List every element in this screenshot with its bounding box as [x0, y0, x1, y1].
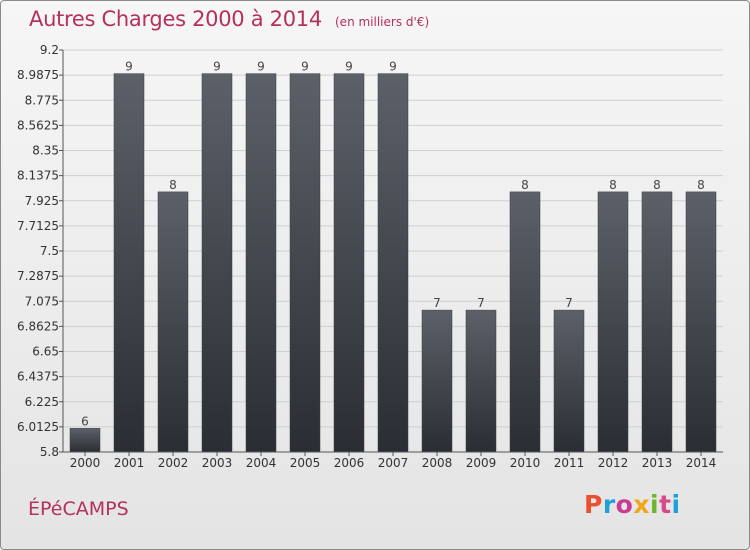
bar-2001 [113, 73, 145, 453]
data-label: 7 [477, 296, 485, 310]
x-tick-label: 2008 [422, 456, 453, 470]
y-tick-label: 8.9875 [17, 68, 59, 82]
bar-2011 [553, 309, 585, 453]
chart-subtitle: (en milliers d'€) [335, 15, 430, 29]
x-tick-label: 2014 [686, 456, 717, 470]
brand-letter: r [602, 490, 616, 519]
brand-logo: Proxiti [584, 490, 681, 519]
data-label: 6 [81, 414, 89, 428]
brand-letter: x [633, 490, 650, 519]
chart-title: Autres Charges 2000 à 2014 [29, 7, 322, 31]
x-tick-label: 2000 [70, 456, 101, 470]
brand-letter: i [671, 490, 681, 519]
brand-letter: i [650, 490, 660, 519]
chart-header: Autres Charges 2000 à 2014 (en milliers … [29, 7, 429, 31]
data-label: 8 [521, 178, 529, 192]
bar-2008 [421, 309, 453, 453]
data-label: 9 [125, 60, 133, 74]
commune-name: ÉPéCAMPS [28, 498, 129, 520]
data-label: 8 [609, 178, 617, 192]
x-axis: 2000 2001 2002 2003 2004 2005 2006 2007 2008 2009… [63, 451, 723, 470]
bar-2003 [201, 73, 233, 453]
data-label: 9 [257, 60, 265, 74]
y-tick-label: 6.225 [25, 395, 59, 409]
brand-letter: t [659, 490, 672, 519]
y-tick-label: 6.65 [32, 345, 59, 359]
x-tick-label: 2009 [466, 456, 497, 470]
data-label: 9 [301, 60, 309, 74]
bar-2009 [465, 309, 497, 453]
y-tick-label: 7.925 [25, 194, 59, 208]
data-label: 7 [565, 296, 573, 310]
brand-letter: P [584, 490, 603, 519]
data-label: 9 [213, 60, 221, 74]
y-tick-label: 7.5 [40, 244, 59, 258]
y-tick-label: 5.8 [40, 445, 59, 459]
x-tick-label: 2003 [202, 456, 233, 470]
x-tick-label: 2013 [642, 456, 673, 470]
bar-2013 [641, 191, 673, 453]
x-tick-label: 2004 [246, 456, 277, 470]
data-label: 8 [697, 178, 705, 192]
data-label: 8 [653, 178, 661, 192]
y-tick-label: 8.775 [25, 93, 59, 107]
x-tick-label: 2010 [510, 456, 541, 470]
data-label: 9 [389, 60, 397, 74]
data-label: 7 [433, 296, 441, 310]
y-tick-label: 9.2 [40, 43, 59, 57]
y-axis: 9.2 8.9875 8.775 8.5625 8.35 8.1375 7.925 7.712… [17, 43, 64, 459]
y-tick-label: 6.8625 [17, 319, 59, 333]
y-tick-label: 7.2875 [17, 269, 59, 283]
x-tick-label: 2001 [114, 456, 145, 470]
x-tick-label: 2007 [378, 456, 409, 470]
y-tick-label: 8.5625 [17, 118, 59, 132]
data-labels: 6 9 8 9 9 9 9 9 7 7 8 7 8 8 8 [81, 60, 705, 429]
x-tick-label: 2002 [158, 456, 189, 470]
bar-2012 [597, 191, 629, 453]
x-tick-label: 2011 [554, 456, 585, 470]
bar-2002 [157, 191, 189, 453]
x-tick-label: 2006 [334, 456, 365, 470]
brand-letter: o [615, 490, 634, 519]
data-label: 9 [345, 60, 353, 74]
x-tick-label: 2005 [290, 456, 321, 470]
x-tick-label: 2012 [598, 456, 629, 470]
y-tick-label: 7.7125 [17, 219, 59, 233]
bar-2005 [289, 73, 321, 453]
y-tick-label: 6.4375 [17, 370, 59, 384]
bar-2004 [245, 73, 277, 453]
y-tick-label: 7.075 [25, 294, 59, 308]
bar-2006 [333, 73, 365, 453]
bar-2010 [509, 191, 541, 453]
bar-2007 [377, 73, 409, 453]
bar-2014 [685, 191, 717, 453]
y-tick-label: 6.0125 [17, 420, 59, 434]
y-tick-label: 8.35 [32, 144, 59, 158]
bar-2000 [69, 428, 101, 453]
bars [69, 73, 717, 453]
data-label: 8 [169, 178, 177, 192]
y-tick-label: 8.1375 [17, 169, 59, 183]
